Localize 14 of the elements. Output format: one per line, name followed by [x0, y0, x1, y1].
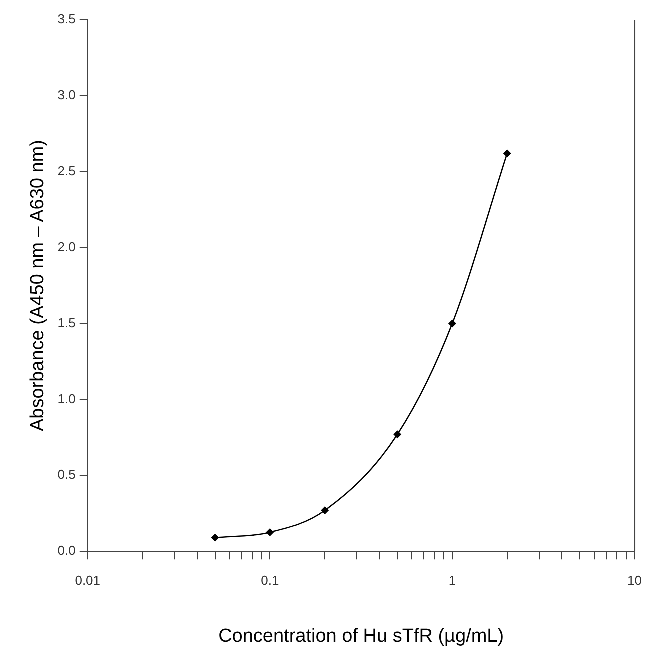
x-tick-label: 0.1	[261, 572, 280, 588]
y-tick-label: 3.5	[58, 12, 76, 27]
y-tick-label: 0.5	[58, 467, 76, 482]
y-axis-title: Absorbance (A450 nm – A630 nm)	[28, 140, 49, 432]
y-tick-label: 3.0	[58, 88, 76, 103]
x-axis-title: Concentration of Hu sTfR (µg/mL)	[218, 626, 504, 647]
x-tick-label: 10	[628, 572, 642, 588]
y-tick-label: 2.0	[58, 239, 76, 254]
x-tick-label: 0.01	[75, 572, 101, 588]
y-tick-label: 1.0	[58, 391, 76, 406]
y-tick-label: 0.0	[58, 543, 76, 558]
y-tick-label: 2.5	[58, 163, 76, 178]
y-tick-label: 1.5	[58, 315, 76, 330]
x-tick-label: 1	[448, 572, 456, 588]
